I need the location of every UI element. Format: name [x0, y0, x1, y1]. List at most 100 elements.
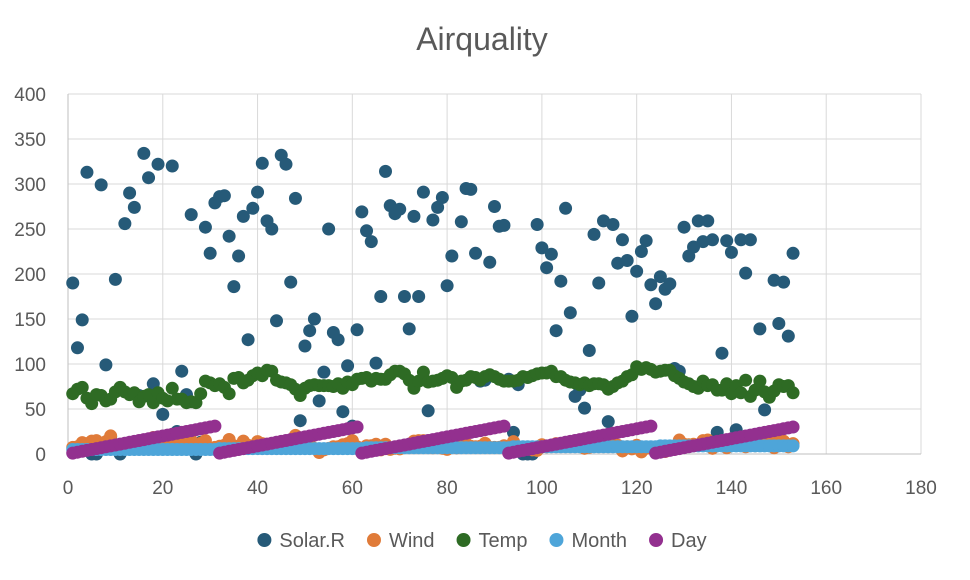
data-point — [241, 333, 255, 347]
data-point — [369, 356, 383, 370]
data-point — [350, 420, 364, 434]
data-point — [435, 191, 449, 204]
data-point — [469, 246, 483, 260]
legend-item: Day — [649, 530, 707, 552]
data-point — [559, 201, 573, 215]
data-point — [777, 275, 791, 289]
axes: 0 50 100 150 200 250 300 350 400 0 20 40 60 80 100 120 1… — [14, 85, 937, 499]
legend-label: Day — [671, 530, 707, 552]
data-point — [601, 415, 615, 429]
data-point — [606, 218, 620, 231]
data-point — [705, 233, 719, 247]
data-point — [625, 309, 639, 323]
data-point — [549, 324, 563, 338]
data-point — [397, 290, 411, 303]
x-tick-label: 60 — [342, 478, 363, 499]
data-point — [416, 185, 430, 199]
y-tick-label: 0 — [35, 445, 46, 466]
y-tick-label: 200 — [14, 265, 46, 286]
data-point — [743, 233, 757, 247]
data-point — [753, 374, 767, 388]
data-point — [99, 358, 113, 372]
data-point — [421, 404, 435, 418]
data-point — [687, 240, 701, 254]
data-point — [156, 407, 170, 421]
data-point — [634, 245, 648, 258]
series-day — [66, 419, 800, 460]
data-point — [80, 165, 94, 179]
data-point — [303, 324, 317, 338]
data-point — [786, 439, 800, 453]
data-point — [615, 233, 629, 247]
legend-item: Month — [549, 530, 627, 552]
data-point — [75, 380, 89, 394]
data-point — [198, 220, 212, 234]
series-solar-r — [66, 146, 800, 461]
data-point — [578, 401, 592, 415]
data-point — [393, 202, 407, 216]
data-point — [691, 214, 705, 228]
data-point — [753, 322, 767, 336]
data-point — [312, 394, 326, 408]
data-point — [786, 386, 800, 400]
data-point — [118, 217, 132, 231]
y-tick-label: 250 — [14, 220, 46, 241]
data-point — [322, 222, 336, 236]
data-point — [739, 373, 753, 387]
legend-marker — [549, 533, 564, 547]
data-point — [739, 266, 753, 280]
legend-item: Solar.R — [257, 530, 345, 552]
data-point — [208, 419, 222, 433]
y-tick-label: 300 — [14, 175, 46, 196]
data-point — [317, 365, 331, 379]
data-point — [279, 157, 293, 171]
legend-marker — [366, 533, 381, 547]
x-tick-label: 140 — [716, 478, 748, 499]
data-point — [142, 171, 156, 185]
data-point — [194, 387, 208, 401]
data-point — [701, 214, 715, 228]
y-tick-label: 100 — [14, 355, 46, 376]
x-tick-label: 40 — [247, 478, 268, 499]
data-point — [307, 312, 321, 326]
data-point — [246, 201, 260, 215]
data-point — [649, 297, 663, 311]
data-point — [497, 419, 511, 433]
legend-item: Temp — [456, 530, 528, 552]
data-point — [758, 403, 772, 417]
data-point — [355, 205, 369, 219]
legend-item: Wind — [366, 530, 435, 552]
data-point — [506, 425, 520, 439]
data-point — [379, 164, 393, 178]
data-point — [644, 278, 658, 292]
x-tick-label: 80 — [437, 478, 458, 499]
x-tick-label: 160 — [810, 478, 842, 499]
data-point — [184, 208, 198, 222]
legend-label: Month — [571, 530, 627, 552]
y-tick-label: 50 — [25, 400, 46, 421]
data-point — [265, 222, 279, 236]
data-point — [715, 346, 729, 360]
legend-marker — [456, 533, 471, 547]
data-point — [137, 146, 151, 160]
legend-label: Temp — [479, 530, 528, 552]
legend-label: Wind — [389, 530, 435, 552]
data-point — [364, 235, 378, 249]
data-point — [663, 277, 677, 291]
x-tick-label: 100 — [526, 478, 558, 499]
data-point — [720, 234, 734, 248]
x-tick-label: 0 — [63, 478, 74, 499]
data-point — [284, 275, 298, 289]
data-point — [70, 341, 84, 355]
data-point — [772, 317, 786, 330]
x-tick-label: 120 — [621, 478, 653, 499]
data-point — [426, 213, 440, 227]
data-point — [582, 344, 596, 357]
legend-marker — [257, 533, 272, 547]
data-point — [781, 329, 795, 343]
data-point — [94, 178, 108, 192]
data-point — [416, 365, 430, 379]
data-point — [374, 290, 388, 303]
data-point — [331, 333, 345, 347]
